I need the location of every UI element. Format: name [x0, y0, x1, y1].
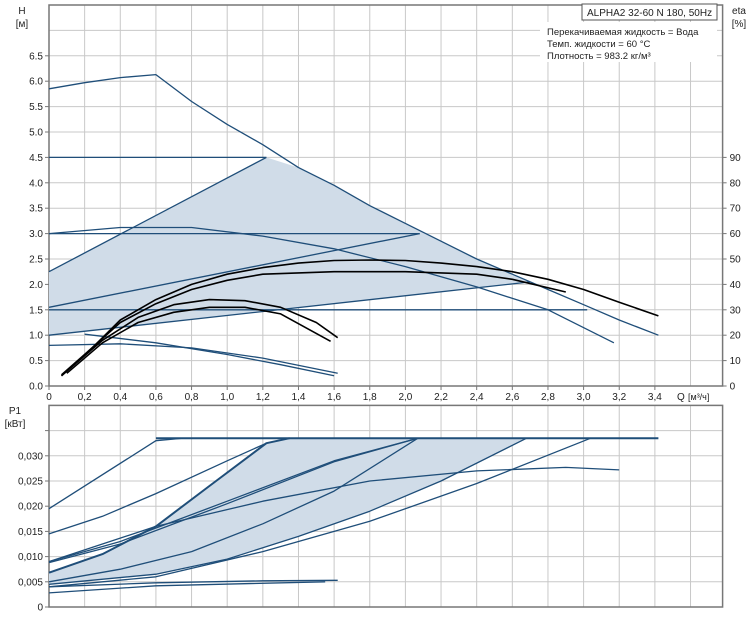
- power-curve: [48, 579, 338, 588]
- info-line-density: Плотность = 983.2 кг/м³: [547, 51, 651, 62]
- x-tick-label: 3,2: [612, 392, 626, 403]
- eta-tick-label: 70: [730, 204, 742, 215]
- y-tick-label: 0,010: [18, 552, 43, 563]
- head-curve: [48, 73, 659, 336]
- power-curve: [48, 437, 290, 574]
- x-tick-label: 2,8: [541, 392, 555, 403]
- y-tick-label: 5.5: [29, 102, 43, 113]
- power-curve: [48, 437, 183, 510]
- x-tick-label: 2,4: [470, 392, 484, 403]
- eta-axis-unit: [%]: [732, 19, 747, 30]
- q-axis-label: Q: [677, 392, 685, 403]
- head-curve: [48, 226, 615, 344]
- x-tick-label: 3,0: [577, 392, 591, 403]
- efficiency-curve: [66, 306, 331, 374]
- y-tick-label: 4.0: [29, 178, 43, 189]
- y-tick-label: 0,025: [18, 477, 43, 488]
- head-plot-curves: [48, 73, 659, 377]
- eta-tick-label: 80: [730, 178, 742, 189]
- x-tick-label: 0,6: [149, 392, 163, 403]
- eta-tick-label: 40: [730, 280, 742, 291]
- x-tick-label: 1,6: [327, 392, 341, 403]
- eta-tick-label: 20: [730, 331, 742, 342]
- head-curve: [84, 333, 335, 377]
- head-curve: [48, 156, 267, 273]
- head-curve: [48, 281, 531, 336]
- x-tick-label: 1,2: [256, 392, 270, 403]
- info-line-fluid: Перекачиваемая жидкость = Вода: [547, 27, 699, 38]
- operating-range-area: [49, 157, 531, 336]
- y-tick-label: 1.5: [29, 305, 43, 316]
- power-curve: [48, 437, 419, 564]
- p1-axis-unit: [кВт]: [5, 419, 26, 430]
- power-curve: [48, 437, 527, 585]
- x-tick-label: 0,2: [78, 392, 92, 403]
- y-tick-label: 6.0: [29, 77, 43, 88]
- eta-tick-label: 90: [730, 153, 742, 164]
- x-tick-label: 1,4: [292, 392, 306, 403]
- y-tick-label: 0,015: [18, 527, 43, 538]
- power-curve: [48, 437, 591, 588]
- info-line-temperature: Темп. жидкости = 60 °C: [547, 39, 650, 50]
- head-plot-grid: 0.0 0.5 1.0 1.5 2.0 2.5 3.0 3.5 4.0 4.5 5.0 5.5 6.0 6…: [29, 4, 742, 403]
- x-tick-label: 3,4: [648, 392, 662, 403]
- y-tick-label: 5.0: [29, 128, 43, 139]
- efficiency-curve: [60, 259, 659, 377]
- y-tick-label: 0: [37, 603, 43, 614]
- p1-axis-label: P1: [9, 406, 22, 417]
- y-tick-label: 2.5: [29, 255, 43, 266]
- h-axis-unit: [м]: [16, 19, 29, 30]
- power-plot-frame: [48, 404, 724, 608]
- x-tick-label: 2,0: [398, 392, 412, 403]
- power-plot-curves: [48, 437, 659, 594]
- x-tick-label: 0: [46, 392, 52, 403]
- q-axis-unit: [м³/ч]: [688, 392, 709, 402]
- x-tick-label: 0,4: [113, 392, 127, 403]
- axis-labels: H [м] eta [%] Q [м³/ч] P1 [кВт]: [5, 6, 747, 430]
- y-tick-label: 2.0: [29, 280, 43, 291]
- y-tick-label: 1.0: [29, 331, 43, 342]
- chart-title: ALPHA2 32-60 N 180, 50Hz: [587, 8, 712, 19]
- eta-tick-label: 50: [730, 255, 742, 266]
- y-tick-label: 6.5: [29, 51, 43, 62]
- x-tick-label: 0,8: [185, 392, 199, 403]
- power-curve: [48, 466, 620, 563]
- x-tick-label: 2,6: [505, 392, 519, 403]
- x-tick-label: 2,2: [434, 392, 448, 403]
- y-tick-label: 0,030: [18, 451, 43, 462]
- y-tick-label: 3.0: [29, 229, 43, 240]
- head-plot-frame: [48, 4, 724, 387]
- power-curve: [48, 442, 267, 535]
- efficiency-curve: [60, 298, 339, 377]
- eta-tick-label: 30: [730, 305, 742, 316]
- y-tick-label: 0,020: [18, 502, 43, 513]
- eta-tick-label: 60: [730, 229, 742, 240]
- eta-axis-label: eta: [732, 6, 746, 17]
- power-curve: [48, 581, 326, 594]
- y-tick-label: 4.5: [29, 153, 43, 164]
- x-tick-label: 1,8: [363, 392, 377, 403]
- y-tick-label: 0.0: [29, 382, 43, 393]
- operating-range-area: [49, 438, 527, 585]
- y-tick-label: 0,005: [18, 577, 43, 588]
- info-box: ALPHA2 32-60 N 180, 50Hz Перекачиваемая …: [540, 3, 718, 62]
- head-curve: [48, 232, 420, 308]
- eta-tick-label: 10: [730, 356, 742, 367]
- power-curve: [48, 437, 419, 583]
- h-axis-label: H: [18, 6, 25, 17]
- eta-tick-label: 0: [730, 382, 736, 393]
- y-tick-label: 0.5: [29, 356, 43, 367]
- efficiency-curve: [60, 270, 566, 376]
- x-tick-label: 1,0: [220, 392, 234, 403]
- y-tick-label: 3.5: [29, 204, 43, 215]
